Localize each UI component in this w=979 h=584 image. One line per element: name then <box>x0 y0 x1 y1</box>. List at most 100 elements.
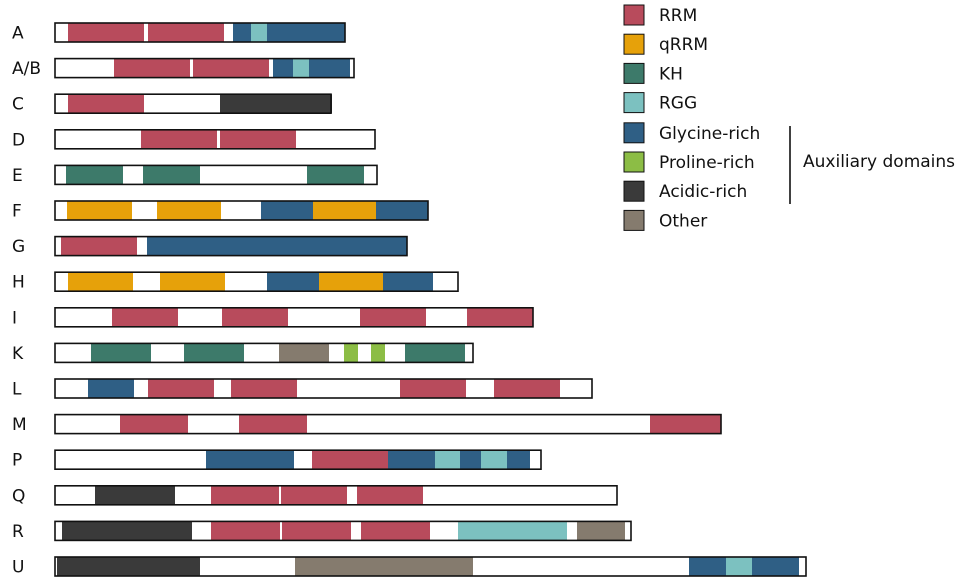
protein-backbone <box>55 165 377 185</box>
domain-rrm <box>148 379 214 398</box>
legend-label: RGG <box>659 94 697 114</box>
protein-label: P <box>12 451 22 471</box>
domain-rrm <box>650 414 721 434</box>
domain-kh <box>184 343 244 363</box>
domain-rrm <box>467 307 533 327</box>
legend-swatch <box>623 180 645 202</box>
domain-rrm <box>120 414 188 434</box>
protein-row-d: D <box>12 129 376 150</box>
protein-outline <box>54 57 355 79</box>
protein-row-i: I <box>12 306 534 328</box>
domain-acidic-rich <box>57 557 200 576</box>
domain-kh <box>66 165 123 185</box>
legend-item-kh: KH <box>623 62 683 84</box>
protein-label: A/B <box>12 59 41 79</box>
domain-glycine-rich <box>309 58 350 78</box>
protein-label: U <box>12 558 24 578</box>
domain-rrm <box>148 23 224 42</box>
domain-glycine-rich <box>267 272 319 292</box>
protein-outline <box>54 271 459 293</box>
protein-row-f: F <box>12 200 429 222</box>
protein-outline <box>54 484 618 506</box>
protein-outline <box>54 22 346 43</box>
domain-kh <box>91 343 151 363</box>
protein-row-e: E <box>12 164 378 186</box>
domain-rrm <box>239 414 307 434</box>
domain-other <box>279 343 329 363</box>
protein-row-p: P <box>12 449 542 471</box>
protein-outline <box>54 129 376 150</box>
domain-rrm <box>112 307 178 327</box>
protein-row-q: Q <box>12 484 618 506</box>
domain-qrrm <box>68 272 133 292</box>
protein-row-u: U <box>12 556 807 578</box>
protein-outline <box>54 449 542 471</box>
protein-outline <box>54 342 474 364</box>
protein-outline <box>54 93 332 114</box>
domain-rrm <box>220 129 296 149</box>
protein-outline <box>54 235 408 257</box>
legend-label: Other <box>659 211 707 231</box>
legend-label: qRRM <box>659 35 708 55</box>
domain-rrm <box>494 379 560 398</box>
protein-outline <box>54 164 378 186</box>
protein-outline <box>54 306 534 328</box>
domain-acidic-rich <box>220 94 332 114</box>
domain-glycine-rich <box>273 58 293 78</box>
legend-item-glycine-rich: Glycine-rich <box>623 122 760 144</box>
protein-outline <box>54 413 722 435</box>
protein-label: Q <box>12 486 25 506</box>
domain-rrm <box>114 58 190 78</box>
protein-label: L <box>12 380 22 400</box>
domain-proline-rich <box>344 343 358 363</box>
protein-row-r: R <box>12 520 632 542</box>
domain-rgg <box>251 23 267 42</box>
domain-rrm <box>61 236 137 256</box>
protein-row-l: L <box>12 378 593 400</box>
legend-swatch <box>623 122 645 144</box>
domain-glycine-rich <box>88 379 134 398</box>
protein-label: R <box>12 522 24 542</box>
legend-item-proline-rich: Proline-rich <box>623 151 755 173</box>
legend-item-rgg: RGG <box>623 92 697 114</box>
domain-rrm <box>231 379 297 398</box>
protein-label: H <box>12 273 25 293</box>
protein-label: A <box>12 24 24 44</box>
domain-rrm <box>141 129 217 149</box>
domain-kh <box>405 343 465 363</box>
domain-rrm <box>211 521 280 541</box>
domain-glycine-rich <box>267 23 345 42</box>
protein-outline <box>54 200 429 221</box>
legend-swatch <box>623 92 645 114</box>
domain-glycine-rich <box>206 450 294 470</box>
legend-label: Acidic-rich <box>659 182 747 202</box>
domain-qrrm <box>319 272 383 292</box>
protein-label: D <box>12 130 25 150</box>
domain-rgg <box>458 521 567 541</box>
protein-row-h: H <box>12 271 459 293</box>
domain-rrm <box>211 485 279 505</box>
domain-other <box>295 557 473 576</box>
protein-row-m: M <box>12 413 722 435</box>
legend-swatch <box>623 62 645 84</box>
domain-glycine-rich <box>376 201 428 220</box>
protein-backbone <box>55 414 721 434</box>
domain-rrm <box>361 521 430 541</box>
protein-label: G <box>12 237 25 257</box>
legend-label: Proline-rich <box>659 153 755 173</box>
legend-swatch <box>623 209 645 231</box>
domain-rrm <box>222 307 288 327</box>
legend-item-acidic-rich: Acidic-rich <box>623 180 747 202</box>
domain-rgg <box>726 557 752 576</box>
domain-rrm <box>360 307 426 327</box>
auxiliary-domains-label: Auxiliary domains <box>803 152 955 172</box>
protein-backbone <box>55 343 473 363</box>
legend-item-rrm: RRM <box>623 4 697 26</box>
domain-acidic-rich <box>95 485 175 505</box>
legend: RRM qRRM KH RGG Glycine-rich Proline-rich Acid… <box>623 4 955 231</box>
domain-rrm <box>281 485 347 505</box>
protein-label: E <box>12 166 23 186</box>
domain-rrm <box>312 450 388 470</box>
protein-label: K <box>12 344 24 364</box>
